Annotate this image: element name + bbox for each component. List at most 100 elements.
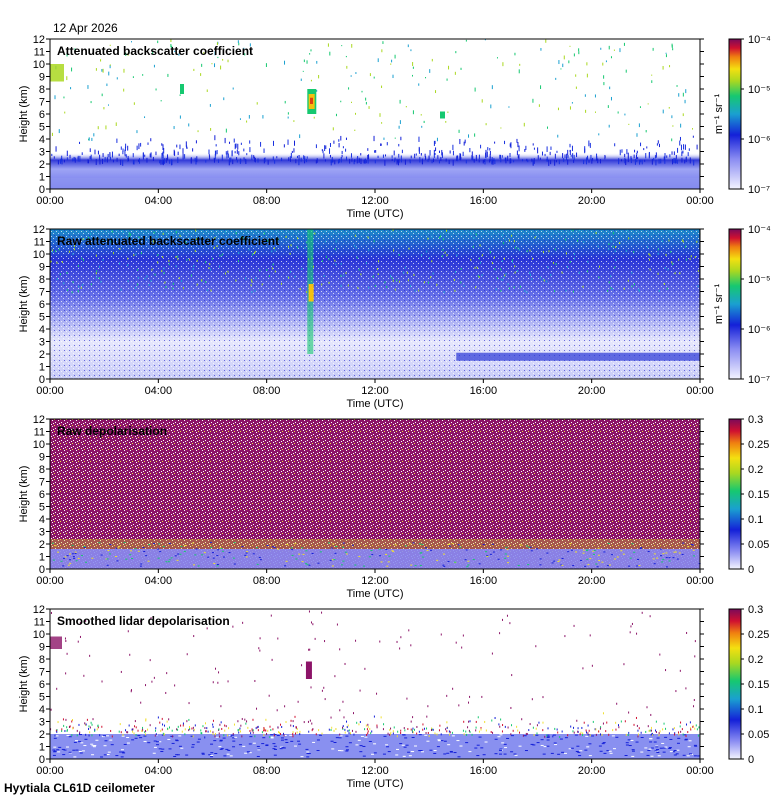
y-tick-label: 0 xyxy=(39,754,45,766)
colorbar-tick-label: 0.15 xyxy=(748,679,769,691)
y-axis-label: Height (km) xyxy=(18,276,30,333)
y-tick-label: 7 xyxy=(39,477,45,489)
y-tick-label: 12 xyxy=(33,224,45,236)
y-tick-label: 1 xyxy=(39,742,45,754)
y-tick-label: 11 xyxy=(34,237,45,249)
colorbar-tick-label: 0.05 xyxy=(748,539,769,551)
y-tick-label: 0 xyxy=(39,184,45,196)
y-tick-label: 9 xyxy=(39,72,45,84)
y-tick-label: 1 xyxy=(39,172,45,184)
y-tick-label: 11 xyxy=(34,47,45,59)
y-tick-label: 10 xyxy=(33,59,45,71)
panel-title: Smoothed lidar depolarisation xyxy=(57,614,230,628)
colorbar: 10⁻⁷ 10⁻⁶ 10⁻⁵ 10⁻⁴ m⁻¹ sr⁻¹ xyxy=(713,224,771,386)
colorbar-tick-label: 0.2 xyxy=(748,654,763,666)
colorbar-label: m⁻¹ sr⁻¹ xyxy=(713,284,725,325)
y-tick-label: 2 xyxy=(39,159,45,171)
x-axis-label: Time (UTC) xyxy=(346,778,403,790)
x-tick-label: 00:00 xyxy=(686,195,714,207)
y-tick-label: 12 xyxy=(33,34,45,46)
y-tick-label: 0 xyxy=(39,374,45,386)
y-tick-label: 8 xyxy=(39,84,45,96)
colorbar: 0 0.05 0.1 0.15 0.2 0.25 0.3 xyxy=(728,604,769,766)
x-tick-label: 12:00 xyxy=(361,385,389,397)
colorbar: 10⁻⁷ 10⁻⁶ 10⁻⁵ 10⁻⁴ m⁻¹ sr⁻¹ xyxy=(713,34,771,196)
colorbar-gradient xyxy=(728,418,742,570)
y-tick-label: 0 xyxy=(39,564,45,576)
date-label: 12 Apr 2026 xyxy=(53,21,118,35)
x-tick-label: 16:00 xyxy=(470,195,498,207)
colorbar-label: m⁻¹ sr⁻¹ xyxy=(713,94,725,135)
colorbar-tick-label: 10⁻⁷ xyxy=(748,374,770,386)
y-tick-label: 10 xyxy=(33,439,45,451)
y-tick-label: 3 xyxy=(39,717,45,729)
x-tick-label: 20:00 xyxy=(578,575,606,587)
y-tick-label: 4 xyxy=(39,134,45,146)
colorbar-tick-label: 0.15 xyxy=(748,489,769,501)
x-tick-label: 12:00 xyxy=(361,575,389,587)
y-tick-label: 2 xyxy=(39,729,45,741)
x-tick-label: 16:00 xyxy=(470,575,498,587)
x-tick-label: 08:00 xyxy=(253,385,281,397)
y-tick-label: 7 xyxy=(39,287,45,299)
x-tick-label: 20:00 xyxy=(578,765,606,777)
y-tick-label: 8 xyxy=(39,464,45,476)
x-tick-label: 04:00 xyxy=(145,575,173,587)
y-tick-label: 6 xyxy=(39,109,45,121)
y-tick-label: 3 xyxy=(39,337,45,349)
colorbar-tick-label: 0.3 xyxy=(748,414,763,426)
colorbar-tick-label: 0.2 xyxy=(748,464,763,476)
colorbar-tick-label: 0.1 xyxy=(748,704,763,716)
y-tick-label: 8 xyxy=(39,274,45,286)
heatmap-field xyxy=(50,419,701,569)
colorbar-tick-label: 0.1 xyxy=(748,514,763,526)
y-axis-label: Height (km) xyxy=(18,466,30,523)
y-tick-label: 7 xyxy=(39,97,45,109)
colorbar-tick-label: 10⁻⁶ xyxy=(748,134,771,146)
y-tick-label: 7 xyxy=(39,667,45,679)
y-tick-label: 5 xyxy=(39,692,45,704)
x-tick-label: 00:00 xyxy=(686,385,714,397)
colorbar-gradient xyxy=(728,38,742,190)
y-tick-label: 1 xyxy=(39,552,45,564)
colorbar-tick-label: 10⁻⁷ xyxy=(748,184,770,196)
x-tick-label: 04:00 xyxy=(145,385,173,397)
colorbar-tick-label: 0.3 xyxy=(748,604,763,616)
colorbar-tick-label: 0 xyxy=(748,754,754,766)
x-axis-label: Time (UTC) xyxy=(346,588,403,600)
colorbar-tick-label: 0.25 xyxy=(748,629,769,641)
x-axis-label: Time (UTC) xyxy=(346,398,403,410)
x-tick-label: 12:00 xyxy=(361,195,389,207)
y-tick-label: 5 xyxy=(39,502,45,514)
y-axis-label: Height (km) xyxy=(18,656,30,713)
x-tick-label: 20:00 xyxy=(578,385,606,397)
x-axis-label: Time (UTC) xyxy=(346,208,403,220)
panel-title: Raw attenuated backscatter coefficient xyxy=(57,234,279,248)
y-tick-label: 6 xyxy=(39,679,45,691)
y-tick-label: 3 xyxy=(39,527,45,539)
colorbar-gradient xyxy=(728,608,742,760)
panel-title: Attenuated backscatter coefficient xyxy=(57,44,253,58)
panel-1: Attenuated backscatter coefficient012345… xyxy=(18,34,771,220)
colorbar-tick-label: 10⁻⁵ xyxy=(748,84,771,96)
panel-title: Raw depolarisation xyxy=(57,424,167,438)
colorbar: 0 0.05 0.1 0.15 0.2 0.25 0.3 xyxy=(728,414,769,576)
x-tick-label: 00:00 xyxy=(36,575,64,587)
heatmap-field xyxy=(50,229,701,379)
panel-4: Smoothed lidar depolarisation01234567891… xyxy=(18,604,769,790)
x-tick-label: 04:00 xyxy=(145,195,173,207)
colorbar-tick-label: 10⁻⁶ xyxy=(748,324,771,336)
y-tick-label: 6 xyxy=(39,299,45,311)
y-tick-label: 10 xyxy=(33,249,45,261)
y-axis-label: Height (km) xyxy=(18,86,30,143)
x-tick-label: 12:00 xyxy=(361,765,389,777)
x-tick-label: 16:00 xyxy=(470,385,498,397)
heatmap-field xyxy=(50,39,700,189)
x-tick-label: 00:00 xyxy=(686,765,714,777)
x-tick-label: 16:00 xyxy=(470,765,498,777)
y-tick-label: 6 xyxy=(39,489,45,501)
y-tick-label: 2 xyxy=(39,349,45,361)
y-tick-label: 8 xyxy=(39,654,45,666)
x-tick-label: 08:00 xyxy=(253,195,281,207)
